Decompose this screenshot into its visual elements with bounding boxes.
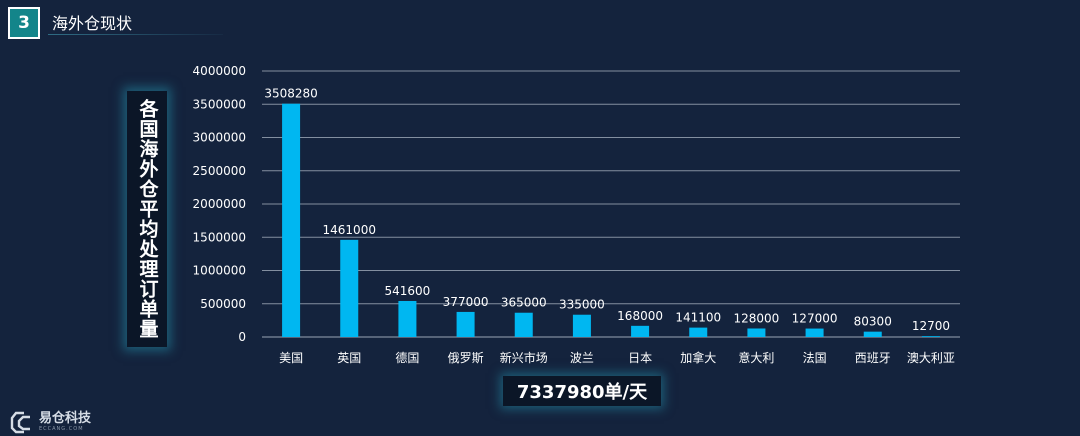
company-logo: 易仓科技 ECCANG.COM [10,410,91,434]
logo-subtext: ECCANG.COM [39,425,84,432]
y-tick-label: 2000000 [193,197,246,211]
bar [863,331,882,337]
x-tick-label: 英国 [337,351,361,365]
data-label: 335000 [559,298,605,312]
data-label: 3508280 [264,87,317,101]
eccang-logo-icon [10,411,30,434]
data-label: 80300 [854,315,892,329]
bar [805,328,824,337]
slide-title: 海外仓现状 [52,14,133,33]
y-tick-label: 500000 [200,297,246,311]
slide-number-badge: 3 [8,7,40,39]
x-tick-label: 俄罗斯 [448,351,484,365]
data-label: 127000 [792,312,838,326]
data-label: 365000 [501,296,547,310]
total-orders-box: 7337980单/天 [503,376,661,406]
y-tick-label: 3000000 [193,131,246,145]
bar [514,312,533,337]
x-tick-label: 澳大利亚 [907,351,955,365]
data-label: 128000 [734,311,780,325]
y-tick-label: 1000000 [193,264,246,278]
x-tick-label: 西班牙 [855,351,891,365]
data-label: 377000 [443,295,489,309]
bar [282,103,301,338]
data-label: 168000 [617,309,663,323]
x-tick-label: 美国 [279,351,303,365]
bar [398,300,417,337]
x-tick-label: 日本 [628,351,652,365]
y-axis-label-box: 各国海外仓平均处理订单量 [127,91,167,347]
bar [921,336,940,337]
bar [689,327,708,337]
total-orders-label: 7337980单/天 [516,382,648,403]
x-tick-label: 德国 [395,350,419,365]
y-tick-label: 4000000 [193,64,246,78]
y-axis-label: 各国海外仓平均处理订单量 [136,99,159,339]
data-label: 141100 [675,311,721,325]
y-tick-label: 1500000 [193,230,246,244]
x-tick-label: 法国 [803,351,827,365]
x-tick-label: 新兴市场 [500,350,548,365]
x-tick-label: 波兰 [570,351,594,365]
bar [572,314,591,337]
title-underline [48,34,223,35]
bar [340,239,359,337]
x-tick-label: 加拿大 [680,350,716,365]
x-tick-label: 意大利 [738,350,774,365]
data-label: 1461000 [323,223,376,237]
bar [747,328,766,337]
bar [631,325,650,337]
y-tick-label: 2500000 [193,164,246,178]
data-label: 541600 [385,284,431,298]
y-tick-label: 3500000 [193,97,246,111]
logo-text: 易仓科技 [39,410,92,426]
y-tick-label: 0 [238,330,246,344]
bar [456,311,475,337]
data-label: 12700 [912,319,950,333]
